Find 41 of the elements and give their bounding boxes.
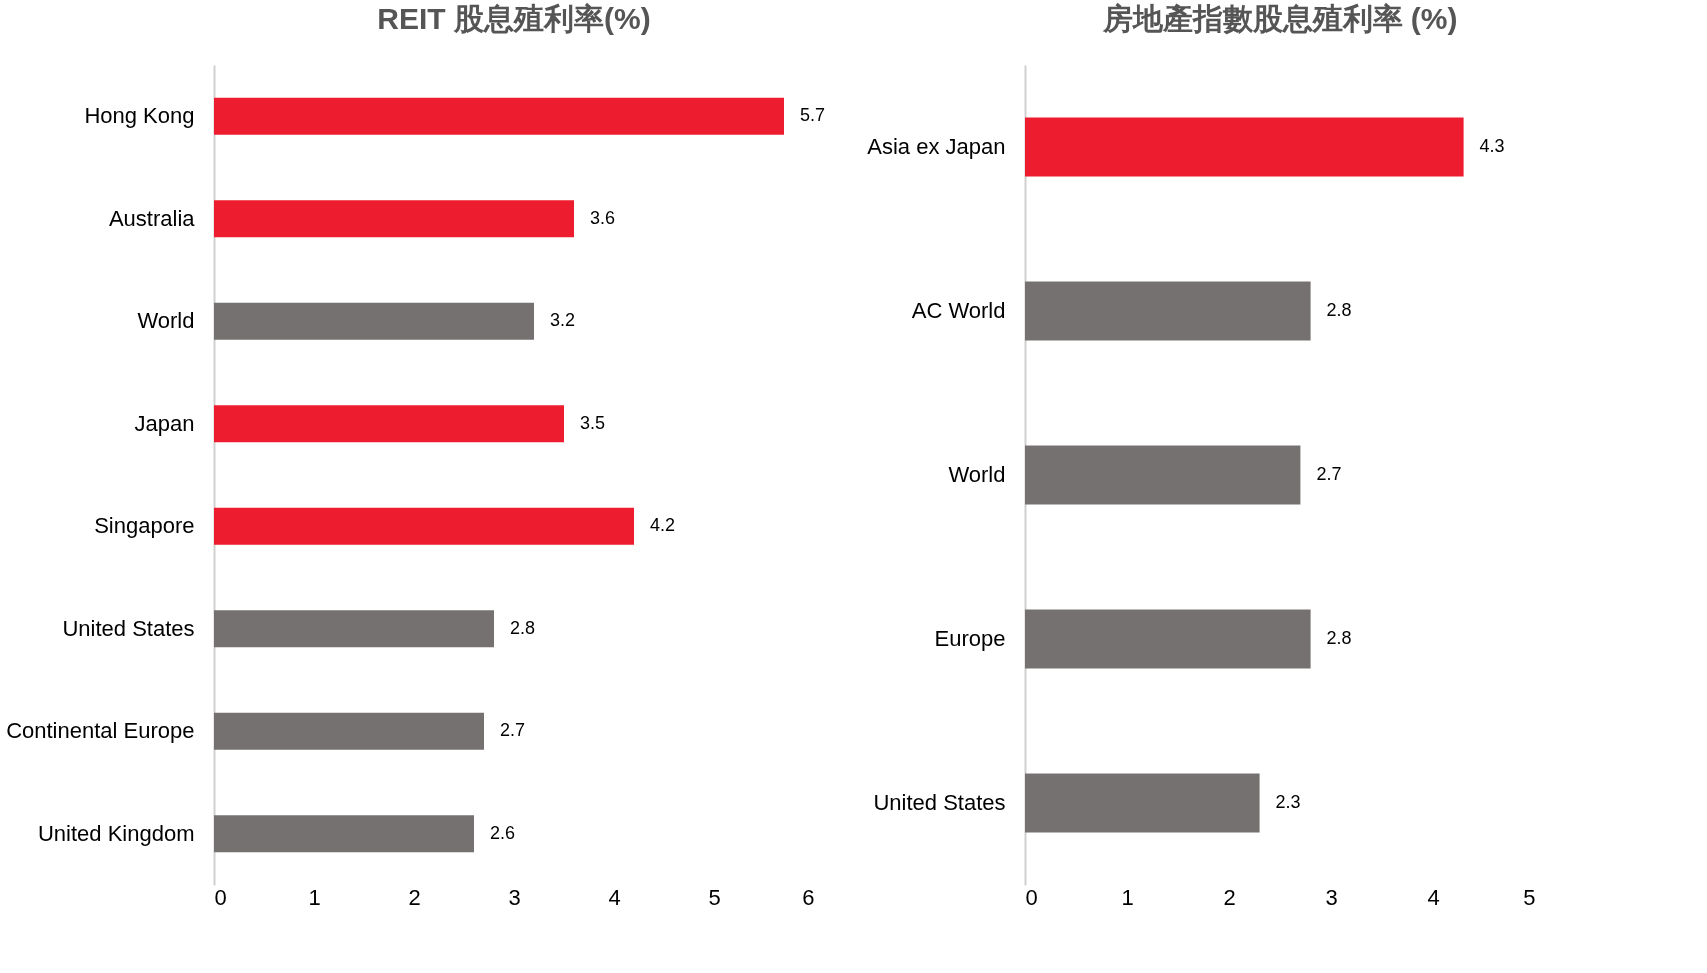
y-tick-label: Hong Kong — [84, 103, 195, 129]
x-tick-label: 1 — [308, 884, 321, 910]
data-label: 2.8 — [1326, 300, 1352, 320]
chart-title: 房地產指數股息殖利率 (%) — [1101, 2, 1458, 35]
y-tick-label: Continental Europe — [6, 718, 195, 744]
y-tick-label: World — [948, 462, 1006, 487]
data-label: 4.3 — [1479, 136, 1505, 156]
x-tick-label: 5 — [1523, 884, 1536, 910]
y-tick-label: Japan — [134, 410, 195, 436]
x-tick-label: 0 — [1025, 884, 1038, 910]
y-tick-label: United States — [62, 615, 195, 641]
data-label: 2.7 — [1316, 464, 1342, 484]
data-label: 3.6 — [590, 207, 616, 228]
y-tick-label: Europe — [934, 626, 1006, 651]
x-tick-label: 2 — [408, 884, 421, 910]
y-tick-label: Singapore — [94, 513, 195, 539]
x-tick-label: 4 — [608, 884, 621, 910]
x-tick-label: 3 — [508, 884, 521, 910]
x-tick-label: 4 — [1427, 884, 1440, 910]
x-tick-label: 0 — [214, 884, 227, 910]
x-tick-label: 2 — [1223, 884, 1236, 910]
x-tick-label: 5 — [708, 884, 721, 910]
y-tick-label: United Kingdom — [37, 820, 195, 846]
data-label: 2.6 — [490, 822, 516, 843]
data-label: 2.3 — [1275, 792, 1301, 812]
y-tick-label: Australia — [108, 205, 196, 231]
y-tick-label: AC World — [911, 298, 1006, 323]
y-tick-label: United States — [873, 790, 1006, 815]
x-tick-label: 3 — [1325, 884, 1338, 910]
data-label: 2.7 — [500, 720, 526, 741]
x-tick-label: 1 — [1121, 884, 1134, 910]
data-label: 3.2 — [550, 310, 576, 331]
data-label: 4.2 — [650, 515, 676, 536]
chart-title: REIT 股息殖利率(%) — [377, 2, 651, 35]
data-label: 3.5 — [580, 412, 606, 433]
y-tick-label: Asia ex Japan — [867, 134, 1006, 159]
y-tick-label: World — [137, 308, 195, 334]
x-tick-label: 6 — [802, 884, 815, 910]
data-label: 2.8 — [510, 617, 536, 638]
data-label: 5.7 — [800, 105, 826, 126]
data-label: 2.8 — [1326, 628, 1352, 648]
